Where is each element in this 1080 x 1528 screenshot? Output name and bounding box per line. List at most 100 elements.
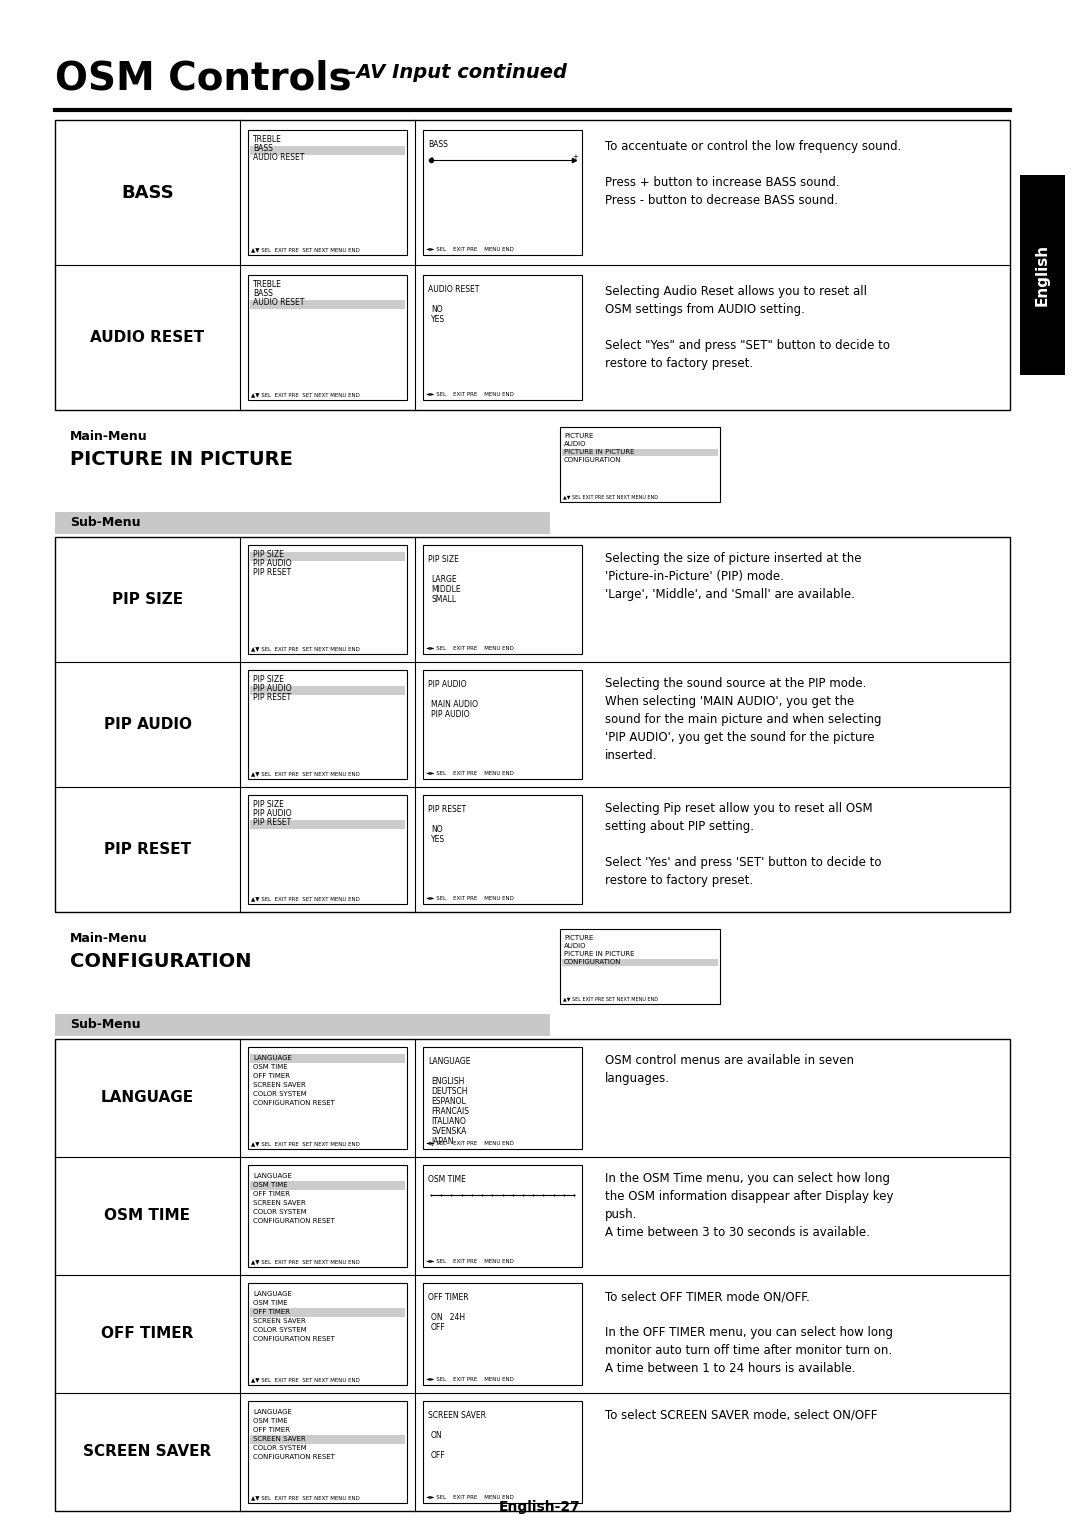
Text: OSM TIME: OSM TIME xyxy=(253,1063,287,1070)
Text: JAPAN: JAPAN xyxy=(431,1137,454,1146)
Text: PICTURE IN PICTURE: PICTURE IN PICTURE xyxy=(564,449,635,455)
Bar xyxy=(249,1435,405,1444)
Text: YES: YES xyxy=(431,834,445,843)
Text: SMALL: SMALL xyxy=(431,594,456,604)
Text: To select OFF TIMER mode ON/OFF.

In the OFF TIMER menu, you can select how long: To select OFF TIMER mode ON/OFF. In the … xyxy=(605,1290,893,1375)
Text: SCREEN SAVER: SCREEN SAVER xyxy=(253,1436,306,1442)
Text: BASS: BASS xyxy=(253,144,273,153)
Bar xyxy=(248,1284,407,1384)
Text: PIP SIZE: PIP SIZE xyxy=(253,801,284,808)
Text: ▲▼ SEL  EXIT PRE  SET NEXT MENU END: ▲▼ SEL EXIT PRE SET NEXT MENU END xyxy=(251,1377,360,1381)
Text: FRANCAIS: FRANCAIS xyxy=(431,1106,469,1115)
Text: LANGUAGE: LANGUAGE xyxy=(253,1174,292,1180)
Text: ▲▼ SEL  EXIT PRE  SET NEXT MENU END: ▲▼ SEL EXIT PRE SET NEXT MENU END xyxy=(251,772,360,776)
Text: LANGUAGE: LANGUAGE xyxy=(428,1057,471,1067)
Bar xyxy=(423,130,582,255)
Text: PIP AUDIO: PIP AUDIO xyxy=(253,559,292,568)
Bar xyxy=(561,929,720,1004)
Bar xyxy=(55,512,550,533)
Text: CONFIGURATION RESET: CONFIGURATION RESET xyxy=(253,1100,335,1106)
Text: PIP RESET: PIP RESET xyxy=(253,817,292,827)
Bar xyxy=(249,1054,405,1063)
Text: CONFIGURATION: CONFIGURATION xyxy=(564,457,621,463)
Text: OSM TIME: OSM TIME xyxy=(253,1418,287,1424)
Bar xyxy=(249,1308,405,1317)
Text: PICTURE IN PICTURE: PICTURE IN PICTURE xyxy=(70,451,293,469)
Text: Selecting Audio Reset allows you to reset all
OSM settings from AUDIO setting.

: Selecting Audio Reset allows you to rese… xyxy=(605,286,890,370)
Text: ◄► SEL    EXIT PRE    MENU END: ◄► SEL EXIT PRE MENU END xyxy=(426,1259,514,1264)
Text: Selecting Pip reset allow you to reset all OSM
setting about PIP setting.

Selec: Selecting Pip reset allow you to reset a… xyxy=(605,802,881,886)
Text: ITALIANO: ITALIANO xyxy=(431,1117,465,1126)
Text: BASS: BASS xyxy=(121,183,174,202)
Bar xyxy=(249,147,405,154)
Text: OFF TIMER: OFF TIMER xyxy=(253,1073,291,1079)
Bar xyxy=(249,1181,405,1190)
Text: +: + xyxy=(572,154,578,160)
Bar xyxy=(248,545,407,654)
Text: ◄► SEL    EXIT PRE    MENU END: ◄► SEL EXIT PRE MENU END xyxy=(426,1141,514,1146)
Text: AUDIO: AUDIO xyxy=(564,943,586,949)
Text: OFF TIMER: OFF TIMER xyxy=(253,1309,291,1316)
Bar xyxy=(423,1047,582,1149)
Text: OSM control menus are available in seven
languages.: OSM control menus are available in seven… xyxy=(605,1054,854,1085)
Text: ◄► SEL    EXIT PRE    MENU END: ◄► SEL EXIT PRE MENU END xyxy=(426,772,514,776)
Text: PIP AUDIO: PIP AUDIO xyxy=(428,680,467,689)
Text: English-27: English-27 xyxy=(499,1500,581,1514)
Text: ◄► SEL    EXIT PRE    MENU END: ◄► SEL EXIT PRE MENU END xyxy=(426,895,514,902)
Bar xyxy=(423,669,582,779)
Bar xyxy=(249,821,405,830)
Text: PIP AUDIO: PIP AUDIO xyxy=(253,685,292,694)
Text: CONFIGURATION RESET: CONFIGURATION RESET xyxy=(253,1218,335,1224)
Text: ▲▼ SEL  EXIT PRE  SET NEXT MENU END: ▲▼ SEL EXIT PRE SET NEXT MENU END xyxy=(251,895,360,902)
Text: PIP SIZE: PIP SIZE xyxy=(112,591,184,607)
Bar xyxy=(248,130,407,255)
Text: OFF TIMER: OFF TIMER xyxy=(253,1427,291,1433)
Text: LANGUAGE: LANGUAGE xyxy=(253,1291,292,1297)
Text: COLOR SYSTEM: COLOR SYSTEM xyxy=(253,1326,307,1332)
Text: ON   24H: ON 24H xyxy=(431,1313,465,1322)
Bar xyxy=(248,1164,407,1267)
Text: MAIN AUDIO: MAIN AUDIO xyxy=(431,700,478,709)
Bar xyxy=(248,1401,407,1504)
Bar xyxy=(423,795,582,905)
Bar xyxy=(55,121,1010,410)
Text: CONFIGURATION: CONFIGURATION xyxy=(564,960,621,966)
Text: SCREEN SAVER: SCREEN SAVER xyxy=(253,1082,306,1088)
Text: PIP RESET: PIP RESET xyxy=(104,842,191,857)
Text: To select SCREEN SAVER mode, select ON/OFF: To select SCREEN SAVER mode, select ON/O… xyxy=(605,1407,877,1421)
Text: LARGE: LARGE xyxy=(431,575,457,584)
Text: PICTURE: PICTURE xyxy=(564,935,593,941)
Text: SCREEN SAVER: SCREEN SAVER xyxy=(253,1319,306,1323)
Text: PIP SIZE: PIP SIZE xyxy=(428,555,459,564)
Text: PIP RESET: PIP RESET xyxy=(253,568,292,578)
Text: DEUTSCH: DEUTSCH xyxy=(431,1086,468,1096)
Text: ▲▼ SEL  EXIT PRE  SET NEXT MENU END: ▲▼ SEL EXIT PRE SET NEXT MENU END xyxy=(251,248,360,252)
Text: LANGUAGE: LANGUAGE xyxy=(253,1409,292,1415)
Text: YES: YES xyxy=(431,315,445,324)
Text: Sub-Menu: Sub-Menu xyxy=(70,516,140,529)
Text: PIP AUDIO: PIP AUDIO xyxy=(431,711,470,720)
Text: ◄► SEL    EXIT PRE    MENU END: ◄► SEL EXIT PRE MENU END xyxy=(426,1494,514,1500)
Text: -: - xyxy=(431,154,433,160)
Bar xyxy=(561,426,720,503)
Text: SCREEN SAVER: SCREEN SAVER xyxy=(83,1444,212,1459)
Bar xyxy=(249,686,405,695)
Bar xyxy=(55,1039,1010,1511)
Text: NO: NO xyxy=(431,306,443,313)
Bar xyxy=(562,960,718,966)
Text: In the OSM Time menu, you can select how long
the OSM information disappear afte: In the OSM Time menu, you can select how… xyxy=(605,1172,893,1239)
Text: OFF: OFF xyxy=(431,1323,446,1332)
Bar xyxy=(423,1284,582,1384)
Bar xyxy=(249,552,405,561)
Text: OSM TIME: OSM TIME xyxy=(428,1175,465,1184)
Text: ENGLISH: ENGLISH xyxy=(431,1077,464,1086)
Text: AUDIO RESET: AUDIO RESET xyxy=(91,330,204,345)
Bar xyxy=(248,1047,407,1149)
Bar xyxy=(423,1164,582,1267)
Text: CONFIGURATION RESET: CONFIGURATION RESET xyxy=(253,1335,335,1342)
Bar xyxy=(55,536,1010,912)
Text: TREBLE: TREBLE xyxy=(253,134,282,144)
Text: –AV Input continued: –AV Input continued xyxy=(340,63,567,83)
Text: PIP RESET: PIP RESET xyxy=(253,694,292,701)
Bar xyxy=(248,275,407,400)
